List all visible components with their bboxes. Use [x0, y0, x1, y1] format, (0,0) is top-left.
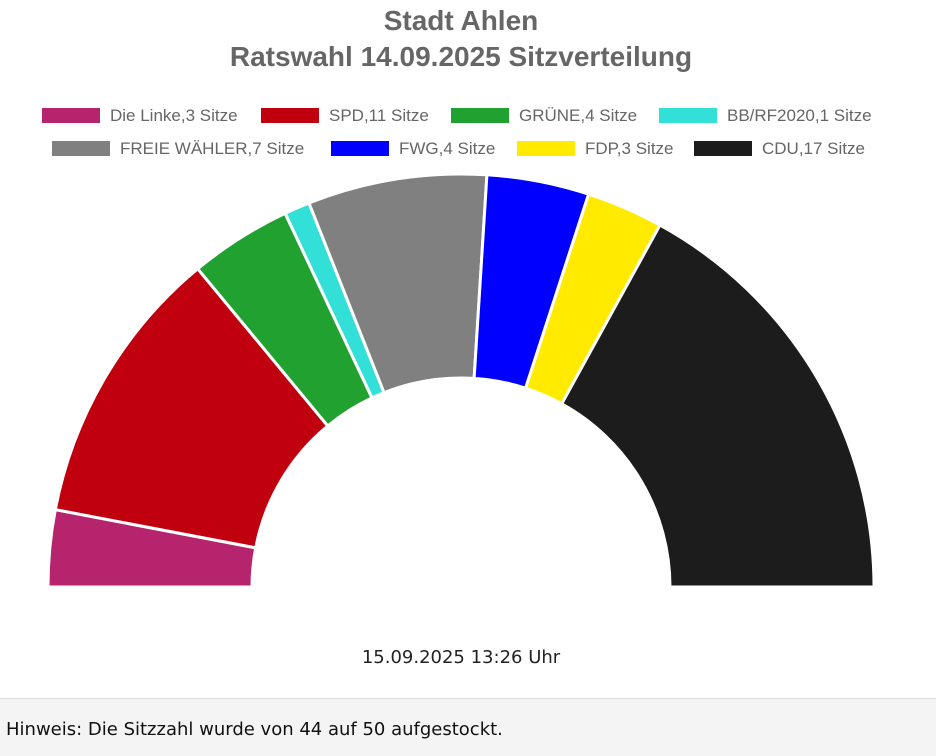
legend-swatch — [52, 141, 110, 156]
seat-slice[interactable]: CDU,17 Sitze — [559, 223, 876, 589]
legend-label: FWG,4 Sitze — [399, 139, 495, 158]
chart-title: Stadt Ahlen — [383, 5, 539, 36]
legend-item[interactable]: FREIE WÄHLER,7 Sitze — [52, 139, 304, 158]
chart-subtitle: Ratswahl 14.09.2025 Sitzverteilung — [229, 41, 693, 72]
legend-label: CDU,17 Sitze — [762, 139, 865, 158]
footer-note: Hinweis: Die Sitzzahl wurde von 44 auf 5… — [6, 719, 503, 740]
seat-slice[interactable]: SPD,11 Sitze — [53, 266, 330, 550]
legend-item[interactable]: SPD,11 Sitze — [261, 106, 429, 125]
legend-label: FDP,3 Sitze — [585, 139, 674, 158]
legend-swatch — [694, 141, 752, 156]
seat-distribution-chart: Die Linke,3 Sitze SPD,11 Sitze GRÜNE,4 Sit… — [42, 106, 876, 589]
legend-swatch — [451, 108, 509, 123]
legend-item[interactable]: BB/RF2020,1 Sitze — [659, 106, 872, 125]
footer-note-bar: Hinweis: Die Sitzzahl wurde von 44 auf 5… — [0, 698, 936, 756]
legend-label: Die Linke,3 Sitze — [110, 106, 238, 125]
legend-label: SPD,11 Sitze — [329, 106, 429, 125]
legend-item[interactable]: CDU,17 Sitze — [694, 139, 865, 158]
legend-swatch — [659, 108, 717, 123]
legend-item[interactable]: Die Linke,3 Sitze — [42, 106, 238, 125]
legend-label: GRÜNE,4 Sitze — [519, 106, 637, 125]
legend-item[interactable]: GRÜNE,4 Sitze — [451, 106, 637, 125]
legend-item[interactable]: FWG,4 Sitze — [331, 139, 495, 158]
legend-swatch — [331, 141, 389, 156]
legend-item[interactable]: FDP,3 Sitze — [517, 139, 674, 158]
legend-swatch — [261, 108, 319, 123]
chart-legend: Die Linke,3 Sitze SPD,11 Sitze GRÜNE,4 Sit… — [42, 106, 872, 158]
legend-swatch — [42, 108, 100, 123]
legend-label: BB/RF2020,1 Sitze — [727, 106, 872, 125]
legend-swatch — [517, 141, 575, 156]
timestamp: 15.09.2025 13:26 Uhr — [361, 647, 561, 668]
legend-label: FREIE WÄHLER,7 Sitze — [120, 139, 304, 158]
